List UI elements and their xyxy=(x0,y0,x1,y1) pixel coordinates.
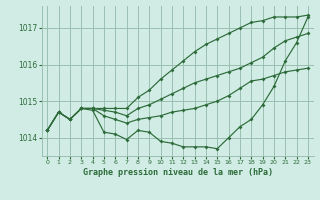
X-axis label: Graphe pression niveau de la mer (hPa): Graphe pression niveau de la mer (hPa) xyxy=(83,168,273,177)
